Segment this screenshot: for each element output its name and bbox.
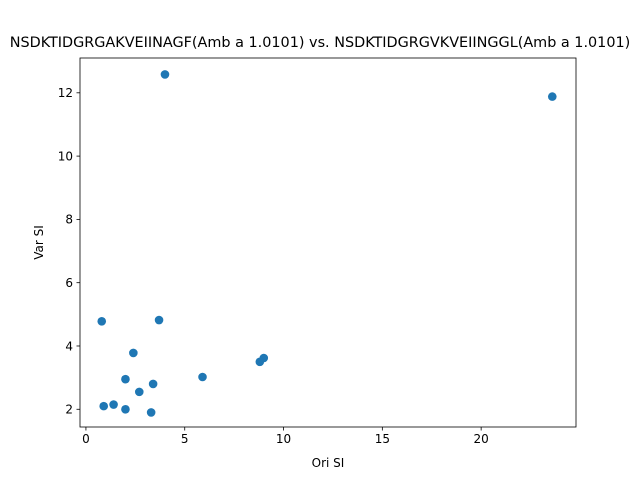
data-point <box>109 400 118 409</box>
plot-frame <box>79 57 577 428</box>
axis-ticks: 0 5 10 15 20 2 4 6 8 10 12 <box>58 86 489 446</box>
x-tick-label: 5 <box>181 432 189 446</box>
data-points <box>97 70 557 417</box>
x-tick-label: 0 <box>82 432 90 446</box>
data-point <box>547 92 557 101</box>
data-point <box>97 317 107 326</box>
y-tick-label: 2 <box>65 403 73 417</box>
y-tick-label: 10 <box>58 149 73 163</box>
data-point <box>198 372 207 382</box>
y-tick-label: 6 <box>65 276 73 290</box>
data-point <box>255 357 265 367</box>
data-point <box>121 404 130 414</box>
x-tick-label: 10 <box>276 432 291 446</box>
data-point <box>148 379 158 389</box>
y-tick-label: 8 <box>65 213 73 227</box>
data-point <box>160 70 170 79</box>
chart-title: NSDKTIDGRGAKVEIINAGF(Amb a 1.0101) vs. N… <box>10 35 631 51</box>
data-point <box>121 374 130 384</box>
data-point <box>129 348 138 358</box>
data-point <box>146 408 156 417</box>
y-axis-label: Var SI <box>32 225 46 260</box>
y-tick-label: 12 <box>58 86 73 100</box>
x-axis-label: Ori SI <box>312 456 345 470</box>
x-tick-label: 15 <box>375 432 390 446</box>
y-tick-label: 4 <box>65 339 73 353</box>
x-tick-label: 20 <box>474 432 489 446</box>
data-point <box>99 401 109 411</box>
data-point <box>154 315 164 325</box>
data-point <box>134 387 144 397</box>
